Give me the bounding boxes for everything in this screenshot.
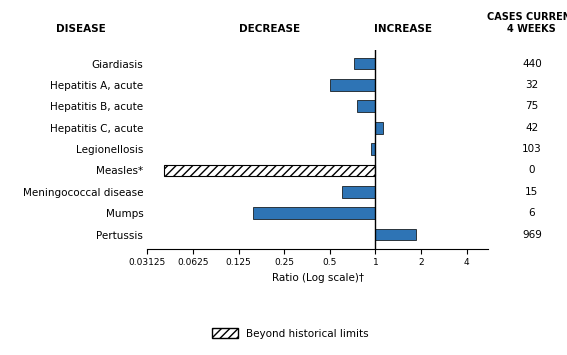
Bar (342, 186, 375, 198)
Text: 969: 969 (522, 230, 542, 240)
Text: 75: 75 (525, 101, 539, 111)
Text: DISEASE: DISEASE (56, 24, 105, 34)
Text: 0: 0 (528, 165, 535, 175)
Bar (354, 58, 375, 70)
Text: 32: 32 (525, 80, 539, 90)
Text: 42: 42 (525, 123, 539, 133)
Text: CASES CURRENT
4 WEEKS: CASES CURRENT 4 WEEKS (486, 12, 567, 34)
Text: 15: 15 (525, 187, 539, 197)
Text: 440: 440 (522, 59, 541, 69)
Bar (371, 143, 375, 155)
Bar (375, 229, 416, 240)
Text: DECREASE: DECREASE (239, 24, 301, 34)
Bar (253, 207, 375, 219)
Text: INCREASE: INCREASE (374, 24, 431, 34)
Legend: Beyond historical limits: Beyond historical limits (212, 328, 369, 339)
Text: 103: 103 (522, 144, 541, 154)
Bar (375, 122, 383, 133)
Bar (357, 100, 375, 112)
Bar (164, 165, 375, 176)
X-axis label: Ratio (Log scale)†: Ratio (Log scale)† (272, 273, 363, 283)
Text: 6: 6 (528, 208, 535, 218)
Bar (330, 79, 375, 91)
